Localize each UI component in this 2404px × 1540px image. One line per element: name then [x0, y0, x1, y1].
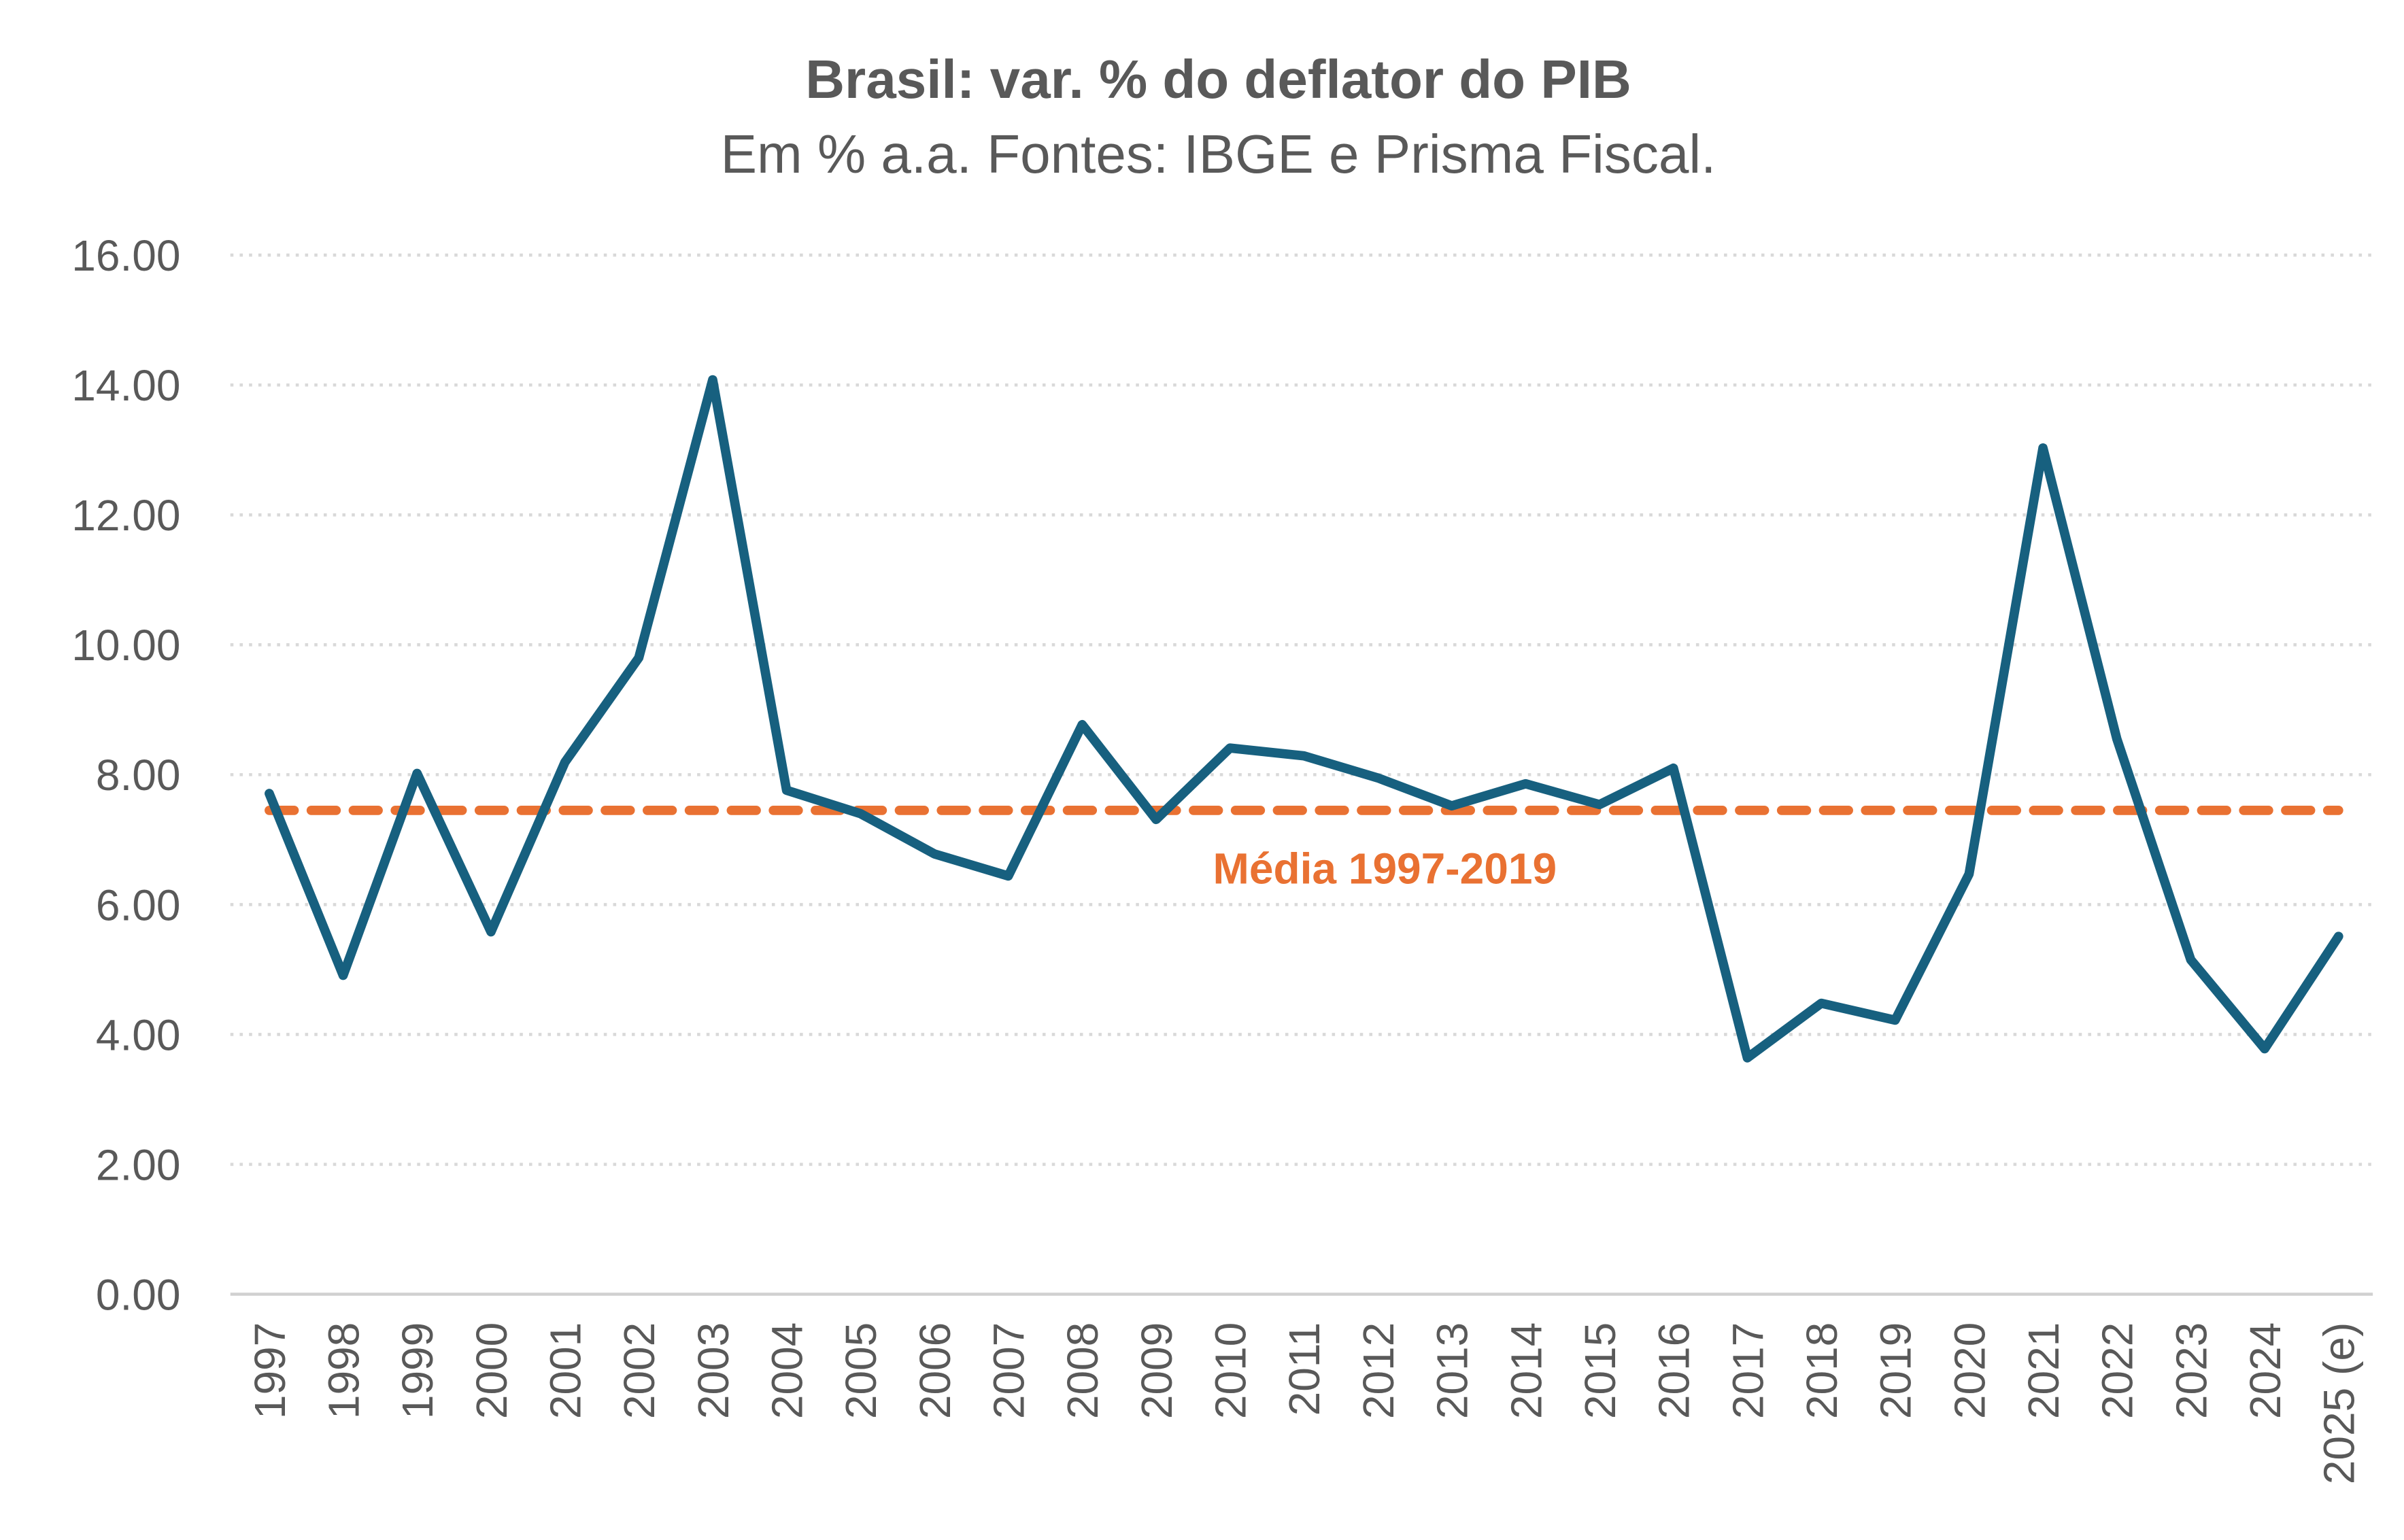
y-tick-label: 4.00 — [96, 1010, 181, 1059]
x-tick-label: 2022 — [2093, 1322, 2142, 1419]
x-tick-label: 2019 — [1872, 1322, 1920, 1419]
y-tick-label: 6.00 — [96, 880, 181, 929]
x-tick-label: 2018 — [1797, 1322, 1846, 1419]
y-tick-label: 2.00 — [96, 1140, 181, 1189]
x-tick-label: 2000 — [467, 1322, 516, 1419]
y-tick-label: 16.00 — [71, 231, 180, 280]
x-tick-label: 2004 — [763, 1322, 812, 1419]
x-tick-label: 2001 — [541, 1322, 590, 1419]
x-tick-label: 1997 — [246, 1322, 294, 1419]
x-tick-label: 2007 — [985, 1322, 1034, 1419]
x-tick-label: 2014 — [1502, 1322, 1551, 1419]
x-tick-label: 2006 — [911, 1322, 960, 1419]
y-tick-label: 14.00 — [71, 361, 180, 410]
y-tick-label: 10.00 — [71, 621, 180, 670]
x-tick-label: 2023 — [2167, 1322, 2216, 1419]
x-tick-label: 2025 (e) — [2315, 1322, 2364, 1485]
x-tick-label: 2012 — [1354, 1322, 1403, 1419]
x-tick-label: 2011 — [1280, 1322, 1329, 1416]
x-tick-label: 2008 — [1058, 1322, 1107, 1419]
x-tick-label: 2010 — [1206, 1322, 1255, 1419]
x-tick-label: 1998 — [319, 1322, 368, 1419]
x-tick-label: 2021 — [2019, 1322, 2068, 1419]
y-tick-label: 12.00 — [71, 491, 180, 540]
x-tick-label: 1999 — [393, 1322, 442, 1419]
x-tick-label: 2013 — [1428, 1322, 1477, 1419]
x-tick-label: 2003 — [689, 1322, 738, 1419]
x-tick-label: 2002 — [615, 1322, 664, 1419]
series-line — [265, 375, 2343, 1063]
x-tick-label: 2015 — [1576, 1322, 1625, 1419]
average-line-label: Média 1997-2019 — [1213, 844, 1557, 893]
y-tick-label: 8.00 — [96, 751, 181, 800]
y-tick-label: 0.00 — [96, 1270, 181, 1319]
chart-subtitle: Em % a.a. Fontes: IBGE e Prisma Fiscal. — [721, 124, 1716, 184]
x-tick-label: 2009 — [1132, 1322, 1181, 1419]
x-tick-label: 2005 — [836, 1322, 885, 1419]
x-tick-label: 2020 — [1945, 1322, 1994, 1419]
chart-title: Brasil: var. % do deflator do PIB — [805, 49, 1631, 109]
x-tick-label: 2016 — [1650, 1322, 1699, 1419]
x-tick-label: 2024 — [2241, 1322, 2290, 1419]
x-tick-label: 2017 — [1723, 1322, 1772, 1419]
